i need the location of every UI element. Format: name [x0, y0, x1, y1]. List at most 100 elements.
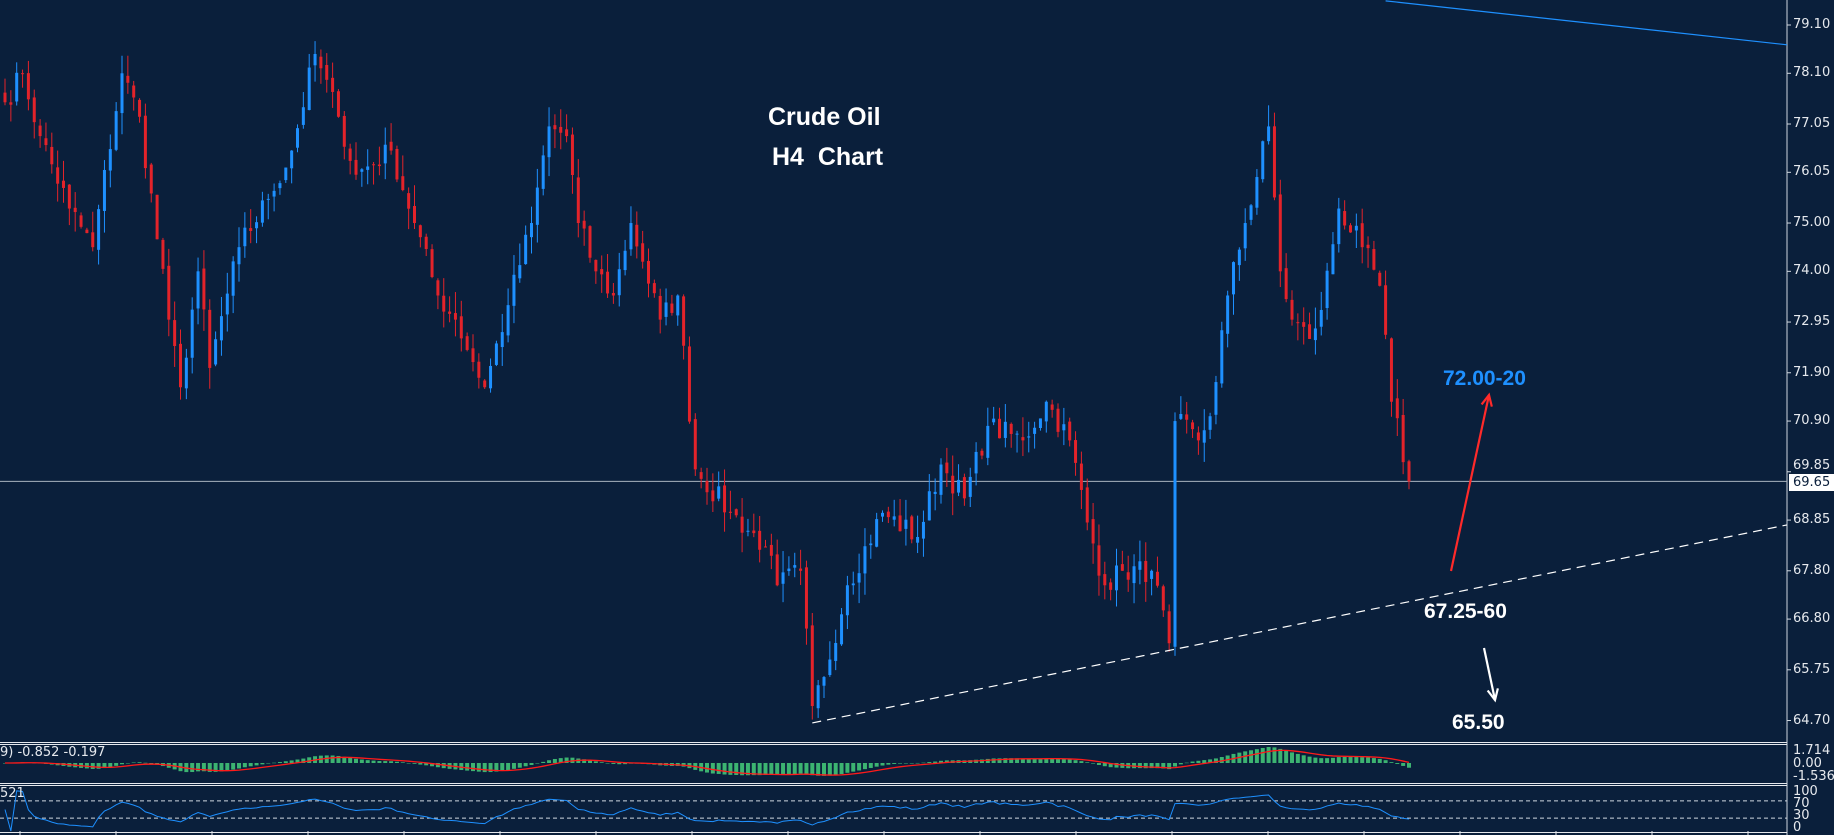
macd-bar [769, 763, 774, 775]
candle-bearish [553, 125, 557, 130]
macd-bar [868, 763, 873, 768]
macd-bar [898, 763, 903, 764]
resistance-trendline [1385, 0, 1788, 46]
macd-bar [1044, 758, 1049, 763]
candle-bearish [26, 73, 30, 100]
candle-bullish [1033, 427, 1037, 434]
y-tick-label: 70.90 [1793, 413, 1831, 429]
candle-bullish [933, 491, 937, 495]
candle-bearish [1056, 408, 1060, 432]
candle-bearish [67, 184, 71, 209]
macd-bar [511, 763, 516, 769]
candle-bullish [225, 293, 229, 315]
macd-bar [254, 763, 259, 766]
candle-bullish [904, 519, 908, 529]
candle-bearish [769, 544, 773, 556]
macd-bar [190, 763, 195, 773]
candle-bearish [886, 511, 890, 518]
y-tick-label: 79.10 [1793, 17, 1831, 32]
macd-bar [260, 763, 265, 765]
candle-bearish [570, 134, 574, 175]
candle-bullish [717, 486, 721, 499]
macd-bar [1260, 747, 1265, 763]
candle-bearish [1384, 285, 1388, 335]
macd-bar [1336, 757, 1341, 763]
candle-bearish [167, 265, 171, 320]
macd-bar [482, 763, 487, 773]
candle-bullish [1325, 270, 1329, 309]
candle-bearish [149, 164, 153, 194]
candle-bullish [863, 546, 867, 574]
candle-bearish [1155, 571, 1159, 586]
support-trendline [812, 524, 1788, 724]
candle-bearish [1343, 211, 1347, 226]
candle-bearish [799, 568, 803, 571]
candle-bullish [1062, 424, 1066, 431]
candle-bullish [500, 332, 504, 348]
candle-bullish [1115, 565, 1118, 591]
candle-bearish [465, 336, 469, 350]
candle-bearish [1290, 299, 1294, 320]
candle-bullish [290, 150, 294, 169]
macd-bar [500, 763, 505, 771]
macd-bar [851, 763, 856, 772]
candle-bullish [1202, 430, 1206, 443]
candle-bearish [377, 164, 381, 167]
macd-bar [997, 758, 1002, 763]
y-tick-label: 69.85 [1793, 458, 1831, 473]
macd-bar [336, 755, 341, 763]
candle-bearish [652, 283, 656, 294]
candle-bullish [260, 200, 264, 223]
macd-bar [1143, 763, 1148, 769]
macd-bar [1073, 760, 1078, 763]
candle-bearish [389, 141, 393, 151]
macd-bar [1295, 753, 1300, 763]
macd-bar [1401, 763, 1406, 766]
macd-bar [131, 762, 136, 763]
macd-bar [196, 763, 201, 772]
candle-bearish [1296, 322, 1300, 324]
candle-bearish [50, 146, 54, 165]
macd-bar [1114, 763, 1119, 768]
macd-bar [1278, 748, 1283, 763]
y-tick-label: 66.80 [1793, 611, 1831, 627]
macd-bar [1354, 756, 1359, 763]
candle-bullish [518, 265, 522, 279]
candle-bearish [418, 225, 422, 238]
candle-bullish [793, 565, 797, 568]
macd-bar [476, 763, 481, 772]
macd-bar [734, 763, 739, 776]
candle-bullish [921, 521, 925, 539]
macd-bar [330, 755, 335, 763]
macd-bar [102, 763, 107, 769]
candle-bullish [986, 425, 990, 458]
candle-bearish [331, 77, 335, 92]
macd-bar [874, 763, 879, 767]
candle-bearish [1360, 223, 1364, 248]
candle-bullish [506, 305, 510, 336]
macd-bar [611, 763, 616, 764]
candle-bullish [255, 222, 259, 229]
macd-bar [1313, 757, 1318, 763]
macd-bar [1178, 763, 1183, 765]
candle-bearish [693, 419, 697, 470]
macd-bar [740, 763, 745, 776]
y-tick-label: 76.05 [1793, 164, 1831, 180]
candle-bearish [1091, 519, 1095, 544]
macd-bar [377, 761, 382, 763]
candle-bullish [547, 126, 551, 158]
macd-bar [1009, 758, 1014, 763]
macd-bar [921, 762, 926, 764]
candle-bearish [249, 228, 253, 231]
macd-bar [149, 763, 154, 764]
macd-bar [465, 763, 470, 771]
candle-bearish [1349, 225, 1352, 233]
macd-bar [839, 763, 844, 775]
candle-bearish [143, 115, 147, 169]
candle-bearish [1401, 414, 1405, 463]
candle-bearish [1161, 586, 1165, 611]
candle-bullish [1220, 330, 1224, 384]
macd-bar [979, 759, 984, 763]
candle-bullish [272, 190, 276, 197]
